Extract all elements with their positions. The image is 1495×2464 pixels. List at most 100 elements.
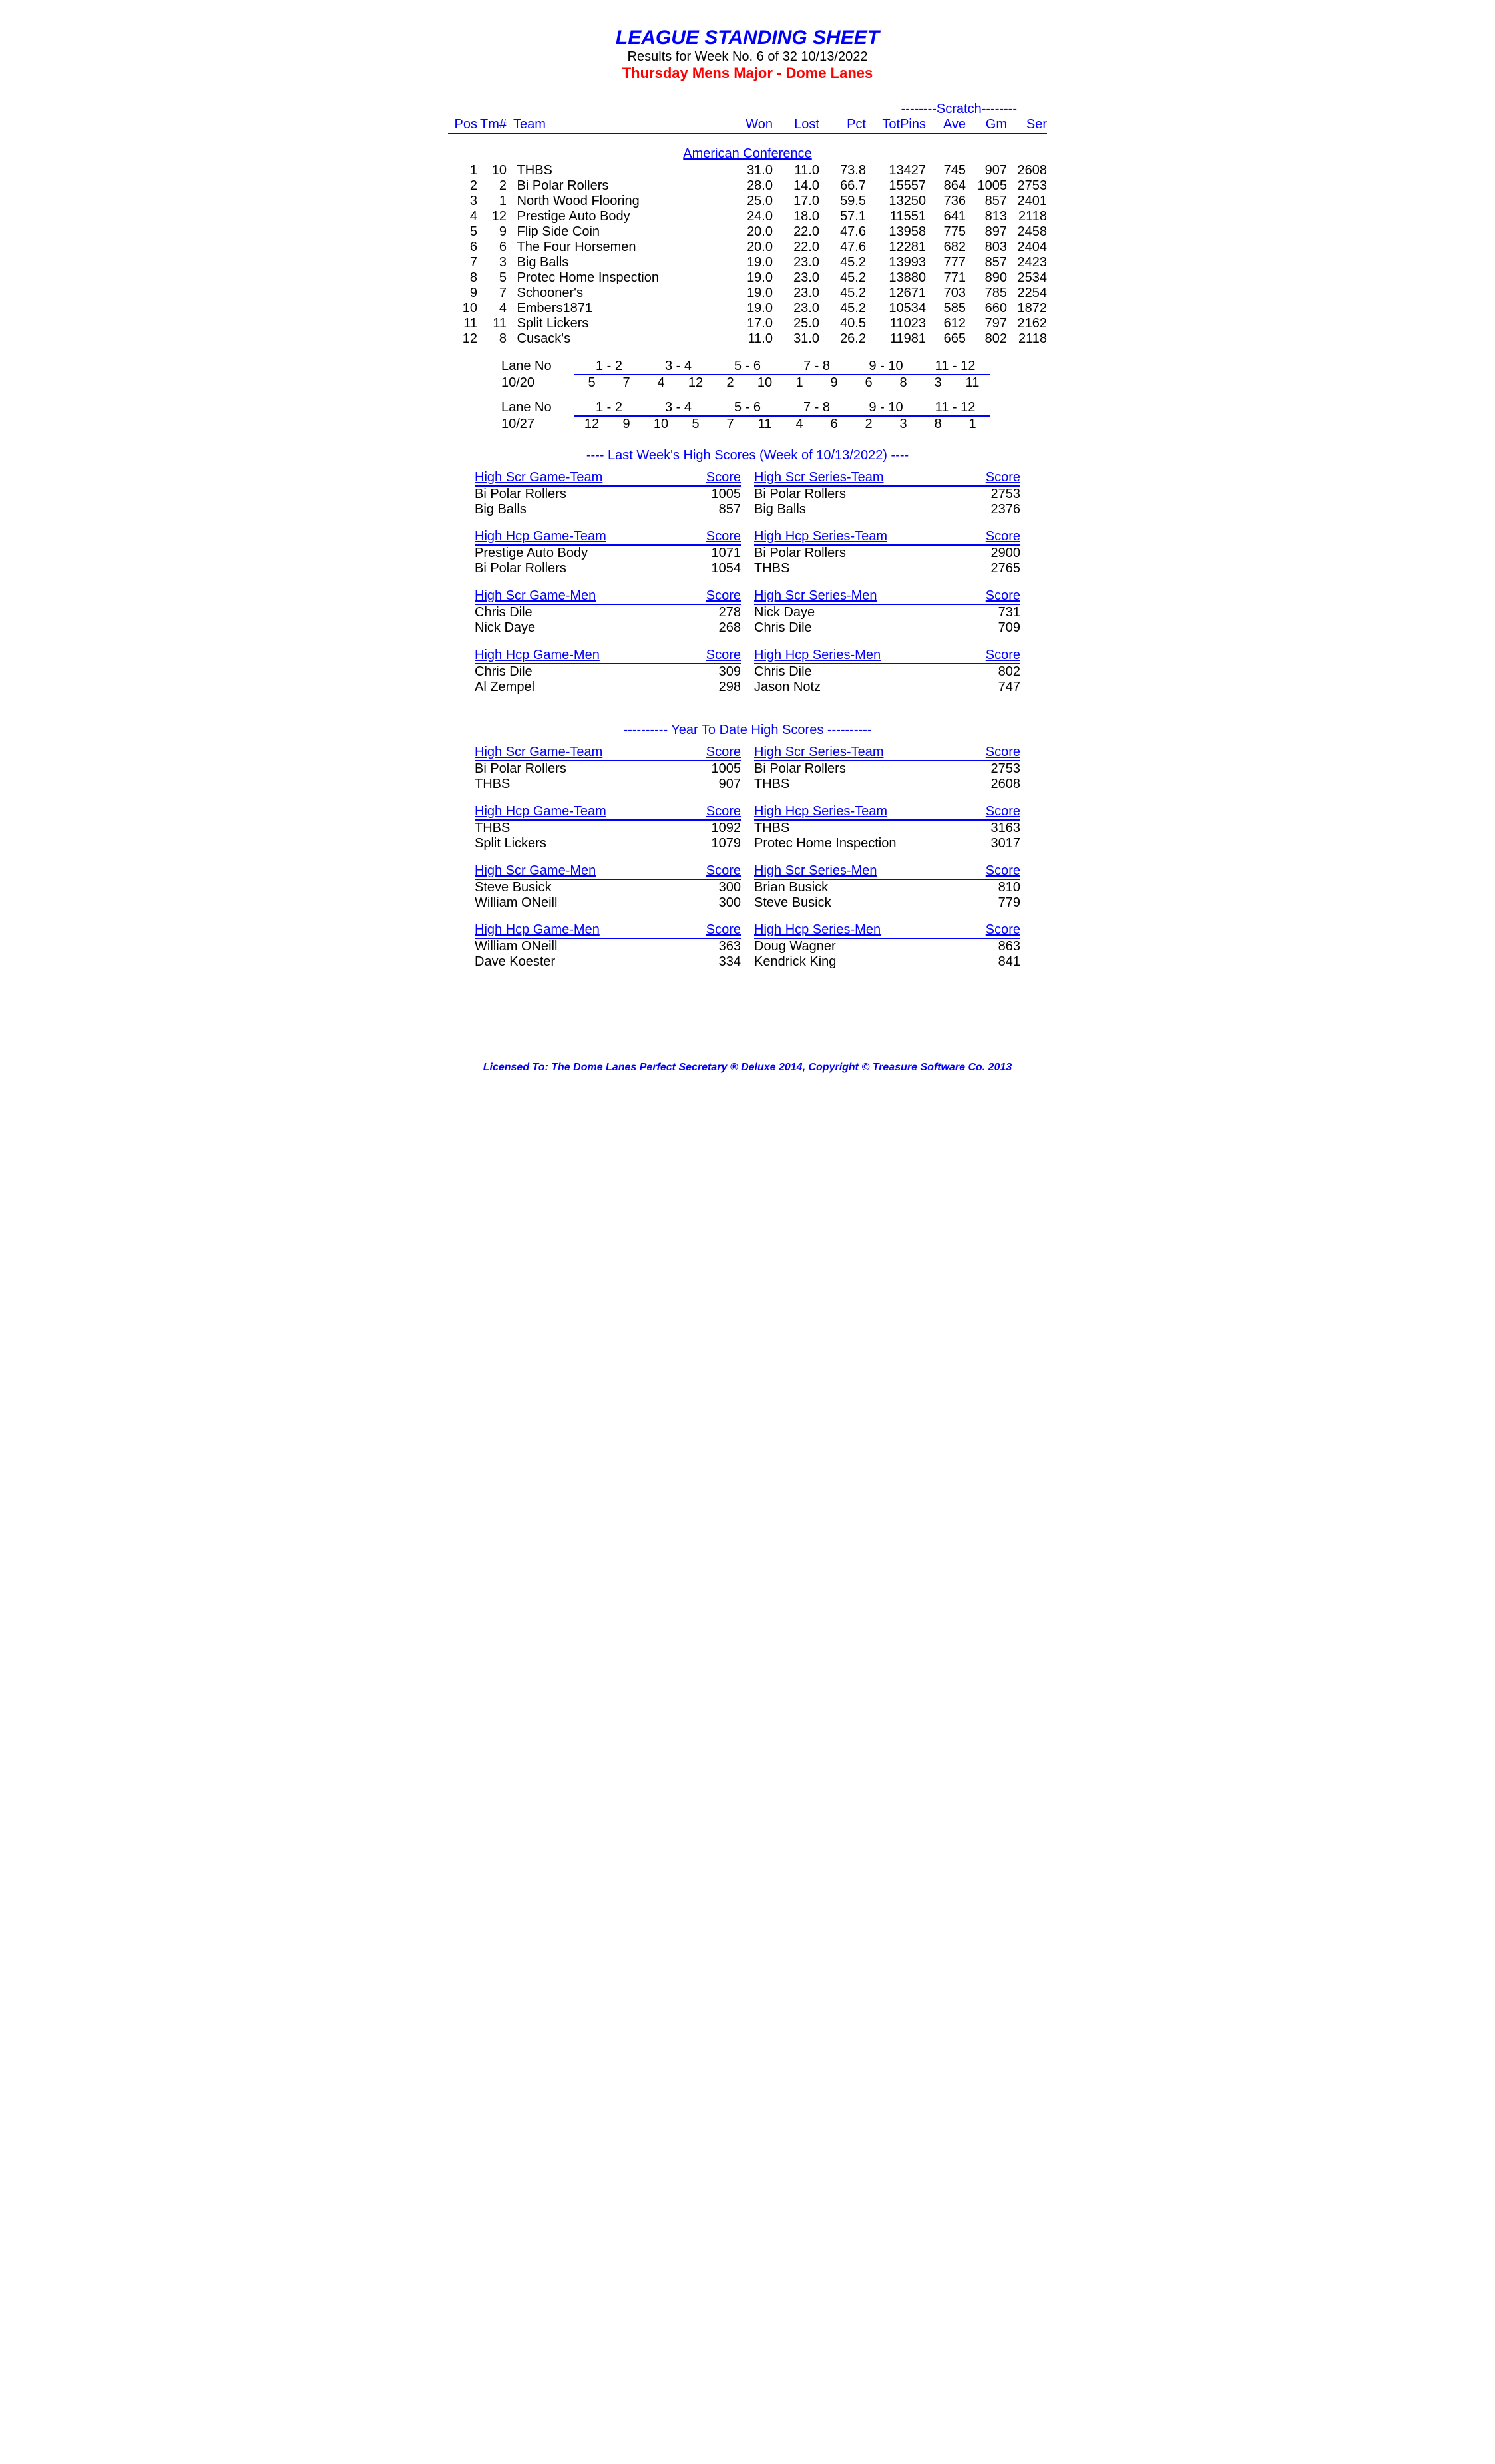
score-column: High Scr Game-MenScoreSteve Busick300Wil… xyxy=(475,863,741,911)
score-row: Big Balls857 xyxy=(475,502,741,517)
title-sub: Results for Week No. 6 of 32 10/13/2022 xyxy=(448,49,1047,65)
standings-row: 31 North Wood Flooring25.017.059.5132507… xyxy=(448,194,1047,209)
score-block: High Scr Game-TeamScoreBi Polar Rollers1… xyxy=(475,745,1020,792)
lane-schedule: Lane No1 - 23 - 45 - 67 - 89 - 1011 - 12… xyxy=(501,359,994,432)
score-row: Bi Polar Rollers1005 xyxy=(475,487,741,502)
score-row: Dave Koester334 xyxy=(475,954,741,970)
ytd-scores: High Scr Game-TeamScoreBi Polar Rollers1… xyxy=(448,745,1047,982)
score-row: Steve Busick300 xyxy=(475,880,741,895)
score-column: High Hcp Game-MenScoreChris Dile309Al Ze… xyxy=(475,648,741,695)
lane-header-row: Lane No1 - 23 - 45 - 67 - 89 - 1011 - 12 xyxy=(501,400,994,417)
score-column: High Scr Series-TeamScoreBi Polar Roller… xyxy=(754,470,1020,517)
score-row: THBS2608 xyxy=(754,777,1020,792)
standings-row: 22 Bi Polar Rollers28.014.066.7155578641… xyxy=(448,178,1047,194)
score-row: Big Balls2376 xyxy=(754,502,1020,517)
score-row: William ONeill363 xyxy=(475,939,741,954)
score-block: High Hcp Game-TeamScoreTHBS1092Split Lic… xyxy=(475,804,1020,851)
score-heading: High Scr Series-MenScore xyxy=(754,588,1020,605)
standings-row: 110 THBS31.011.073.8134277459072608 xyxy=(448,163,1047,178)
score-row: Bi Polar Rollers2753 xyxy=(754,761,1020,777)
score-heading: High Scr Game-TeamScore xyxy=(475,470,741,487)
score-heading: High Scr Series-MenScore xyxy=(754,863,1020,880)
score-row: Bi Polar Rollers1005 xyxy=(475,761,741,777)
score-column: High Hcp Series-TeamScoreBi Polar Roller… xyxy=(754,529,1020,576)
standings-row: 1111 Split Lickers17.025.040.51102361279… xyxy=(448,316,1047,331)
hdr-pos: Pos xyxy=(448,117,477,133)
score-row: Nick Daye731 xyxy=(754,605,1020,620)
score-row: Chris Dile709 xyxy=(754,620,1020,636)
score-column: High Scr Series-MenScoreNick Daye731Chri… xyxy=(754,588,1020,636)
score-heading: High Scr Series-TeamScore xyxy=(754,745,1020,761)
standings-header: Pos Tm# Team Won Lost Pct TotPins Ave Gm… xyxy=(448,117,1047,134)
score-column: High Hcp Game-TeamScorePrestige Auto Bod… xyxy=(475,529,741,576)
footer-text: Licensed To: The Dome Lanes Perfect Secr… xyxy=(448,1062,1047,1074)
hdr-tot: TotPins xyxy=(866,117,926,133)
score-column: High Scr Game-MenScoreChris Dile278Nick … xyxy=(475,588,741,636)
score-row: Nick Daye268 xyxy=(475,620,741,636)
score-column: High Hcp Series-MenScoreChris Dile802Jas… xyxy=(754,648,1020,695)
score-column: High Hcp Series-MenScoreDoug Wagner863Ke… xyxy=(754,923,1020,970)
hdr-ser: Ser xyxy=(1007,117,1047,133)
standings-row: 104 Embers187119.023.045.210534585660187… xyxy=(448,301,1047,316)
score-column: High Hcp Game-MenScoreWilliam ONeill363D… xyxy=(475,923,741,970)
score-block: High Scr Game-MenScoreSteve Busick300Wil… xyxy=(475,863,1020,911)
hdr-ave: Ave xyxy=(926,117,966,133)
score-row: Brian Busick810 xyxy=(754,880,1020,895)
hdr-won: Won xyxy=(726,117,773,133)
score-heading: High Scr Series-TeamScore xyxy=(754,470,1020,487)
score-block: High Scr Game-TeamScoreBi Polar Rollers1… xyxy=(475,470,1020,517)
score-row: William ONeill300 xyxy=(475,895,741,911)
score-row: Kendrick King841 xyxy=(754,954,1020,970)
score-column: High Scr Game-TeamScoreBi Polar Rollers1… xyxy=(475,745,741,792)
score-heading: High Hcp Series-MenScore xyxy=(754,923,1020,939)
hdr-team: Team xyxy=(511,117,726,133)
standings-body: 110 THBS31.011.073.813427745907260822 Bi… xyxy=(448,163,1047,347)
standings-row: 59 Flip Side Coin20.022.047.613958775897… xyxy=(448,224,1047,240)
score-heading: High Scr Game-TeamScore xyxy=(475,745,741,761)
score-row: Bi Polar Rollers2753 xyxy=(754,487,1020,502)
last-week-scores: High Scr Game-TeamScoreBi Polar Rollers1… xyxy=(448,470,1047,707)
lane-header-row: Lane No1 - 23 - 45 - 67 - 89 - 1011 - 12 xyxy=(501,359,994,375)
score-heading: High Hcp Series-MenScore xyxy=(754,648,1020,664)
score-column: High Scr Series-MenScoreBrian Busick810S… xyxy=(754,863,1020,911)
score-heading: High Hcp Series-TeamScore xyxy=(754,529,1020,546)
last-week-title: ---- Last Week's High Scores (Week of 10… xyxy=(448,448,1047,463)
score-row: THBS3163 xyxy=(754,821,1020,836)
standings-row: 85 Protec Home Inspection19.023.045.2138… xyxy=(448,270,1047,286)
score-row: Steve Busick779 xyxy=(754,895,1020,911)
standings-row: 128 Cusack's11.031.026.2119816658022118 xyxy=(448,331,1047,347)
score-row: Split Lickers1079 xyxy=(475,836,741,851)
score-heading: High Scr Game-MenScore xyxy=(475,588,741,605)
hdr-tm: Tm# xyxy=(477,117,511,133)
score-row: Jason Notz747 xyxy=(754,680,1020,695)
standings-row: 412 Prestige Auto Body24.018.057.1115516… xyxy=(448,209,1047,224)
scratch-label: --------Scratch-------- xyxy=(448,102,1047,117)
score-row: Al Zempel298 xyxy=(475,680,741,695)
title-main: LEAGUE STANDING SHEET xyxy=(448,27,1047,49)
standing-sheet: LEAGUE STANDING SHEET Results for Week N… xyxy=(448,27,1047,1074)
score-column: High Scr Series-TeamScoreBi Polar Roller… xyxy=(754,745,1020,792)
ytd-title: ---------- Year To Date High Scores ----… xyxy=(448,723,1047,738)
standings-row: 97 Schooner's19.023.045.2126717037852254 xyxy=(448,286,1047,301)
score-row: Prestige Auto Body1071 xyxy=(475,546,741,561)
score-column: High Hcp Series-TeamScoreTHBS3163Protec … xyxy=(754,804,1020,851)
score-row: Chris Dile278 xyxy=(475,605,741,620)
score-column: High Scr Game-TeamScoreBi Polar Rollers1… xyxy=(475,470,741,517)
score-heading: High Scr Game-MenScore xyxy=(475,863,741,880)
score-column: High Hcp Game-TeamScoreTHBS1092Split Lic… xyxy=(475,804,741,851)
hdr-pct: Pct xyxy=(819,117,866,133)
standings-row: 66 The Four Horsemen20.022.047.612281682… xyxy=(448,240,1047,255)
score-heading: High Hcp Game-MenScore xyxy=(475,648,741,664)
title-league: Thursday Mens Major - Dome Lanes xyxy=(448,65,1047,82)
score-row: THBS907 xyxy=(475,777,741,792)
score-heading: High Hcp Game-TeamScore xyxy=(475,804,741,821)
score-row: Bi Polar Rollers1054 xyxy=(475,561,741,576)
score-row: THBS1092 xyxy=(475,821,741,836)
lane-data-row: 10/27129105711462381 xyxy=(501,417,994,432)
score-row: Doug Wagner863 xyxy=(754,939,1020,954)
score-heading: High Hcp Game-TeamScore xyxy=(475,529,741,546)
hdr-gm: Gm xyxy=(966,117,1007,133)
score-row: Chris Dile309 xyxy=(475,664,741,680)
score-row: THBS2765 xyxy=(754,561,1020,576)
score-heading: High Hcp Game-MenScore xyxy=(475,923,741,939)
